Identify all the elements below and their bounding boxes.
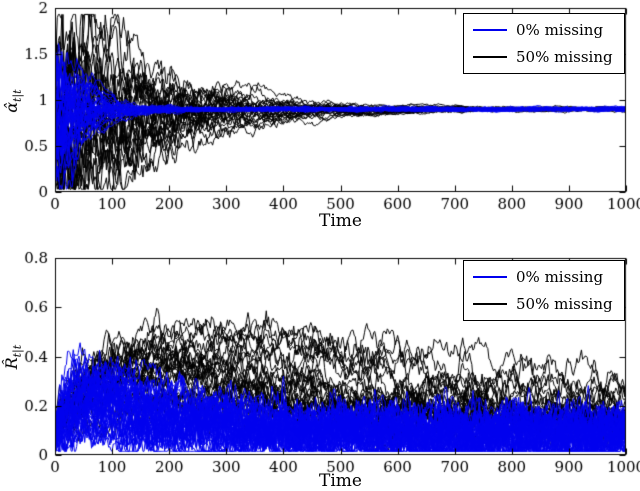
legend-line-blue [473, 276, 507, 278]
legend-line-black [473, 56, 507, 58]
legend-label-0-missing: 0% missing [516, 268, 604, 286]
y-axis-label-alpha: α̂t|t [2, 61, 24, 141]
y-axis-label-R: R̂t|t [2, 317, 24, 397]
legend-label-50-missing: 50% missing [516, 295, 613, 313]
legend-bottom-chart: 0% missing 50% missing [463, 260, 625, 321]
chart-panel-R: R̂t|t Time 0% missing 50% missing [0, 247, 640, 491]
legend-entry-50-missing: 50% missing [473, 48, 615, 66]
x-axis-label-time-top: Time [319, 211, 362, 231]
x-axis-label-time-bottom: Time [319, 471, 362, 491]
legend-entry-0-missing: 0% missing [473, 21, 615, 39]
legend-line-blue [473, 29, 507, 31]
y-axis-label-alpha-main: α̂ [1, 101, 21, 113]
legend-label-50-missing: 50% missing [516, 48, 613, 66]
legend-top-chart: 0% missing 50% missing [463, 13, 625, 74]
legend-entry-0-missing: 0% missing [473, 268, 615, 286]
legend-line-black [473, 303, 507, 305]
legend-label-0-missing: 0% missing [516, 21, 604, 39]
y-axis-label-R-sub: t|t [11, 344, 25, 358]
y-axis-label-alpha-sub: t|t [11, 89, 25, 102]
chart-panel-alpha: α̂t|t Time 0% missing 50% missing [0, 0, 640, 246]
y-axis-label-R-main: R̂ [1, 357, 21, 370]
legend-entry-50-missing: 50% missing [473, 295, 615, 313]
